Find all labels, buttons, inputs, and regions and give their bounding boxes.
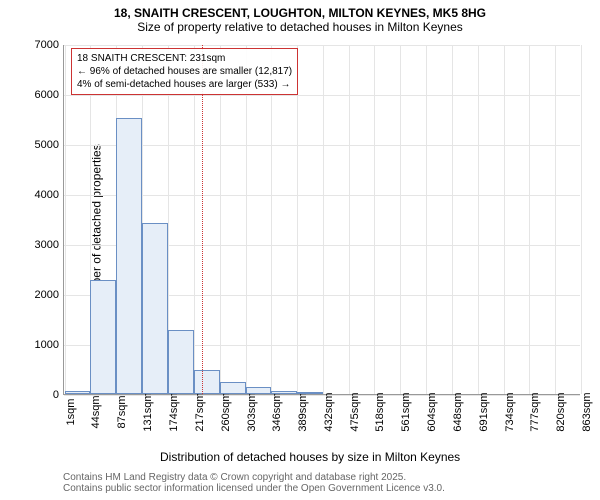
plot-area: 010002000300040005000600070001sqm44sqm87… bbox=[63, 45, 580, 395]
v-gridline bbox=[271, 45, 272, 394]
x-tick-label: 389sqm bbox=[285, 392, 309, 431]
x-tick-label: 561sqm bbox=[388, 392, 412, 431]
histogram-bar bbox=[271, 391, 297, 395]
annotation-box: 18 SNAITH CRESCENT: 231sqm← 96% of detac… bbox=[71, 48, 298, 95]
histogram-bar bbox=[297, 392, 323, 394]
v-gridline bbox=[246, 45, 247, 394]
x-tick-label: 475sqm bbox=[337, 392, 361, 431]
x-tick-label: 131sqm bbox=[130, 392, 154, 431]
y-tick-label: 2000 bbox=[35, 289, 59, 301]
v-gridline bbox=[297, 45, 298, 394]
v-gridline bbox=[426, 45, 427, 394]
v-gridline bbox=[323, 45, 324, 394]
histogram-bar bbox=[142, 223, 168, 394]
y-tick-label: 7000 bbox=[35, 39, 59, 51]
histogram-bar bbox=[90, 280, 116, 394]
x-tick-label: 87sqm bbox=[104, 395, 128, 428]
annotation-line: 4% of semi-detached houses are larger (5… bbox=[77, 78, 292, 91]
v-gridline bbox=[220, 45, 221, 394]
v-gridline bbox=[374, 45, 375, 394]
v-gridline bbox=[452, 45, 453, 394]
x-tick-label: 260sqm bbox=[208, 392, 232, 431]
footer-line2: Contains public sector information licen… bbox=[63, 483, 445, 494]
x-tick-label: 691sqm bbox=[466, 392, 490, 431]
x-tick-label: 648sqm bbox=[440, 392, 464, 431]
footer-line1: Contains HM Land Registry data © Crown c… bbox=[63, 472, 445, 483]
x-tick-label: 820sqm bbox=[543, 392, 567, 431]
chart-title-line1: 18, SNAITH CRESCENT, LOUGHTON, MILTON KE… bbox=[0, 0, 600, 20]
x-tick-label: 432sqm bbox=[311, 392, 335, 431]
x-tick-label: 734sqm bbox=[492, 392, 516, 431]
v-gridline bbox=[529, 45, 530, 394]
v-gridline bbox=[478, 45, 479, 394]
x-tick-label: 1sqm bbox=[53, 399, 77, 426]
annotation-line: 18 SNAITH CRESCENT: 231sqm bbox=[77, 52, 292, 65]
histogram-bar bbox=[220, 382, 246, 394]
histogram-bar bbox=[168, 330, 194, 394]
x-tick-label: 303sqm bbox=[234, 392, 258, 431]
reference-line bbox=[202, 45, 203, 394]
v-gridline bbox=[504, 45, 505, 394]
y-tick-label: 3000 bbox=[35, 239, 59, 251]
histogram-bar bbox=[194, 370, 220, 395]
x-tick-label: 604sqm bbox=[414, 392, 438, 431]
y-tick-label: 1000 bbox=[35, 339, 59, 351]
x-tick-label: 44sqm bbox=[78, 395, 102, 428]
y-tick-label: 6000 bbox=[35, 89, 59, 101]
annotation-line: ← 96% of detached houses are smaller (12… bbox=[77, 65, 292, 78]
x-tick-label: 217sqm bbox=[182, 392, 206, 431]
histogram-bar bbox=[116, 118, 142, 394]
x-tick-label: 346sqm bbox=[259, 392, 283, 431]
x-tick-label: 174sqm bbox=[156, 392, 180, 431]
histogram-bar bbox=[246, 387, 272, 394]
x-tick-label: 777sqm bbox=[517, 392, 541, 431]
chart-title-line2: Size of property relative to detached ho… bbox=[0, 20, 600, 38]
x-tick-label: 518sqm bbox=[362, 392, 386, 431]
histogram-bar bbox=[65, 391, 91, 394]
y-tick-label: 4000 bbox=[35, 189, 59, 201]
x-axis-label: Distribution of detached houses by size … bbox=[160, 450, 460, 464]
v-gridline bbox=[581, 45, 582, 394]
footer-text: Contains HM Land Registry data © Crown c… bbox=[63, 472, 445, 494]
v-gridline bbox=[555, 45, 556, 394]
v-gridline bbox=[400, 45, 401, 394]
chart-container: 18, SNAITH CRESCENT, LOUGHTON, MILTON KE… bbox=[0, 0, 600, 500]
v-gridline bbox=[349, 45, 350, 394]
v-gridline bbox=[65, 45, 66, 394]
x-tick-label: 863sqm bbox=[569, 392, 593, 431]
v-gridline bbox=[194, 45, 195, 394]
y-tick-label: 5000 bbox=[35, 139, 59, 151]
